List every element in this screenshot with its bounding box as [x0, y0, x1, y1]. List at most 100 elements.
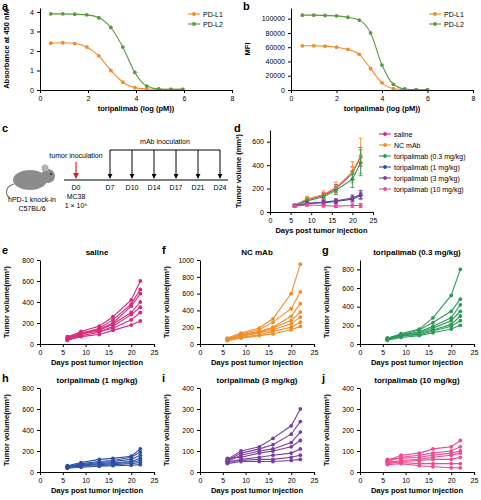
legend-label: NC mAb: [394, 142, 421, 149]
tick-label: 600: [252, 138, 264, 145]
bracket: [110, 150, 220, 151]
series-line: [227, 422, 300, 461]
tick-label: 10: [242, 349, 250, 356]
tick-mark: [37, 451, 40, 452]
legend-label: PD-L1: [203, 11, 223, 18]
series-line: [302, 46, 427, 90]
tick-label: 100: [342, 448, 354, 455]
panel-letter: g: [322, 244, 329, 256]
x-axis-line: [201, 472, 315, 473]
point: [111, 464, 115, 468]
point: [380, 63, 384, 67]
tick-label: 1: [30, 67, 34, 74]
tick: 200: [22, 448, 40, 455]
tick-mark: [63, 472, 64, 475]
y-axis-line: [200, 261, 201, 345]
y-axis: 020000400006000080000100000: [262, 9, 292, 94]
tick-label: 0: [190, 469, 194, 476]
legend-marker: [383, 132, 387, 136]
panel-letter: d: [234, 122, 241, 134]
tick-mark: [197, 472, 200, 473]
tick: 200: [182, 427, 200, 434]
point: [298, 430, 302, 434]
point: [322, 204, 326, 208]
tick-label: 20: [288, 349, 296, 356]
tick: 400: [182, 307, 200, 314]
tick-label: 15: [105, 477, 113, 484]
tick: 200: [22, 320, 40, 327]
dose-arrow: [220, 150, 221, 178]
dose-arrow: [176, 150, 177, 178]
tick: 10: [82, 472, 90, 484]
error-cap: [359, 138, 363, 139]
point: [334, 200, 338, 204]
x-axis: 0510152025: [269, 212, 378, 224]
series-line: [295, 156, 361, 205]
tick-label: 1000: [178, 257, 194, 264]
error-bar: [305, 204, 309, 206]
tick-label: 10: [402, 477, 410, 484]
tick: 6: [183, 90, 187, 102]
tick-label: 400: [22, 299, 34, 306]
tick: 4: [30, 9, 40, 16]
tick-mark: [197, 451, 200, 452]
tick-label: 200: [182, 427, 194, 434]
tick-mark: [267, 165, 270, 166]
tick-mark: [357, 409, 360, 410]
tick: 800: [22, 385, 40, 392]
legend-label: toripalimab (0.3 mg/kg): [394, 153, 466, 161]
point: [65, 466, 69, 470]
tick-mark: [357, 344, 360, 345]
point: [298, 420, 302, 424]
error-bar: [359, 203, 363, 207]
y-axis-title: Tumor volume (mm³): [234, 133, 243, 208]
series-line: [227, 326, 300, 340]
tick-mark: [288, 47, 291, 48]
tick-label: 400: [342, 303, 354, 310]
tick-label: 5: [61, 349, 65, 356]
point: [399, 336, 403, 340]
tick-label: 400: [342, 385, 354, 392]
series-line: [387, 316, 460, 340]
tick: 800: [22, 257, 40, 264]
tick-mark: [357, 307, 360, 308]
data-layer: [293, 138, 363, 208]
tick: 600: [252, 138, 270, 145]
point: [414, 88, 418, 90]
day-label: D7: [106, 184, 115, 191]
tick-mark: [451, 344, 452, 347]
x-axis-line: [361, 472, 475, 473]
legend-marker: [433, 22, 437, 26]
point: [271, 437, 275, 441]
legend-item: PD-L2: [429, 21, 464, 28]
point: [121, 45, 125, 49]
tick: 0: [350, 469, 360, 476]
tick-mark: [246, 344, 247, 347]
error-bar: [359, 190, 363, 198]
point: [298, 439, 302, 443]
tick: 15: [425, 344, 433, 356]
tick-label: 200: [182, 324, 194, 331]
point: [322, 200, 326, 204]
point: [129, 313, 133, 317]
tick: 0: [39, 472, 43, 484]
point: [298, 302, 302, 306]
tick-label: 0: [359, 349, 363, 356]
tick-mark: [357, 325, 360, 326]
panel-letter: a: [2, 0, 9, 12]
tick-mark: [291, 344, 292, 347]
tick-label: 20: [448, 477, 456, 484]
series-line: [227, 459, 300, 463]
series-line: [387, 269, 460, 338]
point: [458, 466, 462, 470]
tick-mark: [88, 90, 89, 93]
tick-mark: [268, 472, 269, 475]
tick: 0: [39, 344, 43, 356]
dose-arrow: [110, 150, 111, 178]
chart-title: toripalimab (0.3 mg/kg): [373, 248, 461, 257]
tick-mark: [63, 344, 64, 347]
tick: 100: [342, 448, 360, 455]
x-axis-title: Days post tumor injection: [51, 486, 144, 495]
tick: 10: [242, 472, 250, 484]
point: [298, 447, 302, 451]
